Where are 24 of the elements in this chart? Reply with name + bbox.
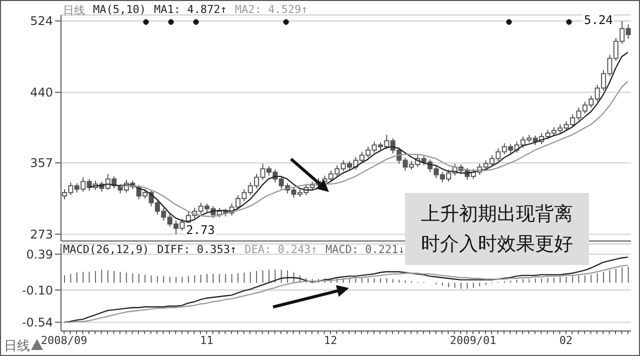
chart-subtitle: 日线 bbox=[63, 3, 85, 18]
y-tick-label: 440 bbox=[30, 86, 53, 100]
chart-title: MACD(26,12,9) bbox=[63, 243, 150, 256]
text: MA1: 4.872↑ bbox=[154, 3, 227, 18]
x-tick-label: 2009/01 bbox=[450, 334, 496, 347]
x-tick-label: 12 bbox=[324, 334, 338, 347]
text: 日线 bbox=[4, 338, 30, 355]
x-tick-label: 11 bbox=[200, 334, 214, 347]
y-tick-label: -0.10 bbox=[22, 283, 53, 298]
y-tick-label: 357 bbox=[30, 156, 53, 170]
annotation: 上升初期出现背离时介入时效果更好 bbox=[405, 193, 589, 265]
x-tick-label: 2008/09 bbox=[40, 334, 88, 347]
y-tick-label: 524 bbox=[30, 14, 53, 28]
x-tick-label: 02 bbox=[559, 334, 573, 347]
text: DEA: 0.243↑ bbox=[244, 243, 318, 256]
text: DIFF: 0.353↑ bbox=[157, 243, 237, 256]
y-tick-label: 0.39 bbox=[26, 247, 53, 262]
text: MA2: 4.529↑ bbox=[234, 3, 308, 18]
annotation: 2.73 bbox=[185, 223, 216, 237]
annotation: 5.24 bbox=[583, 13, 614, 27]
y-tick-label: 273 bbox=[30, 227, 53, 242]
y-tick-label: -0.54 bbox=[22, 315, 53, 330]
chart-title: MA(5,10) bbox=[93, 3, 146, 18]
text: MACD: 0.221↓ bbox=[325, 243, 405, 256]
